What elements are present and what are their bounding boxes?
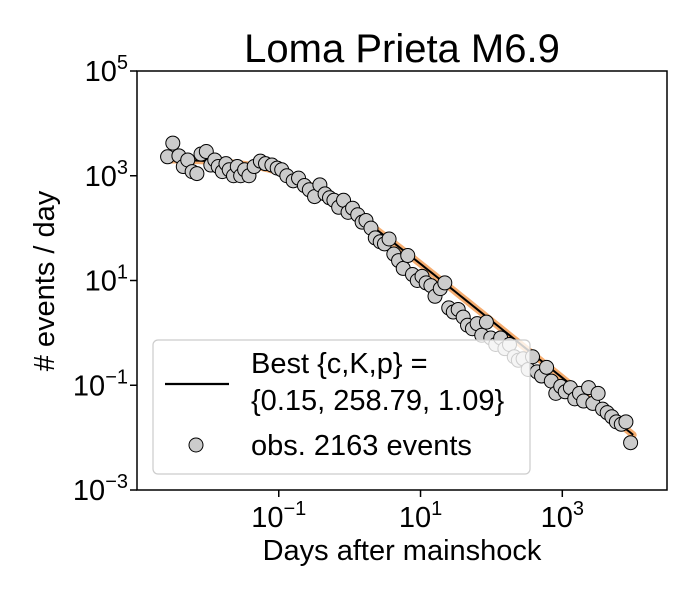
data-point (437, 275, 453, 291)
legend-fit-label-line1: Best {c,K,p} = (251, 348, 428, 380)
legend-obs-label: obs. 2163 events (251, 430, 472, 462)
x-tick-label: 10−1 (251, 498, 306, 534)
y-tick-label: 10−1 (73, 366, 128, 402)
x-axis-label: Days after mainshock (263, 535, 542, 567)
data-point (381, 231, 397, 247)
y-tick-label: 10−3 (73, 471, 128, 507)
x-tick-label: 103 (541, 498, 584, 534)
plot-area (136, 70, 668, 491)
data-point (623, 435, 639, 451)
y-axis: 10−3 10−1 101 103 105 (73, 52, 137, 507)
data-point (165, 135, 181, 151)
data-point (618, 414, 634, 430)
x-axis: 10−1 101 103 (251, 490, 584, 534)
chart-title: Loma Prieta M6.9 (244, 27, 560, 71)
legend-fit-label-line2: {0.15, 258.79, 1.09} (251, 385, 504, 417)
data-point (478, 314, 494, 330)
y-axis-label: # events / day (29, 190, 61, 371)
y-tick-label: 105 (85, 52, 128, 88)
data-point (590, 385, 606, 401)
legend-box (152, 339, 531, 475)
legend-obs-marker-swatch (188, 437, 204, 453)
data-point (400, 248, 416, 264)
legend: Best {c,K,p} = {0.15, 258.79, 1.09} obs.… (152, 339, 531, 475)
y-tick-label: 101 (85, 262, 128, 298)
data-point (539, 359, 555, 375)
data-point (189, 166, 205, 182)
y-tick-label: 103 (85, 157, 128, 193)
x-tick-label: 101 (399, 498, 442, 534)
